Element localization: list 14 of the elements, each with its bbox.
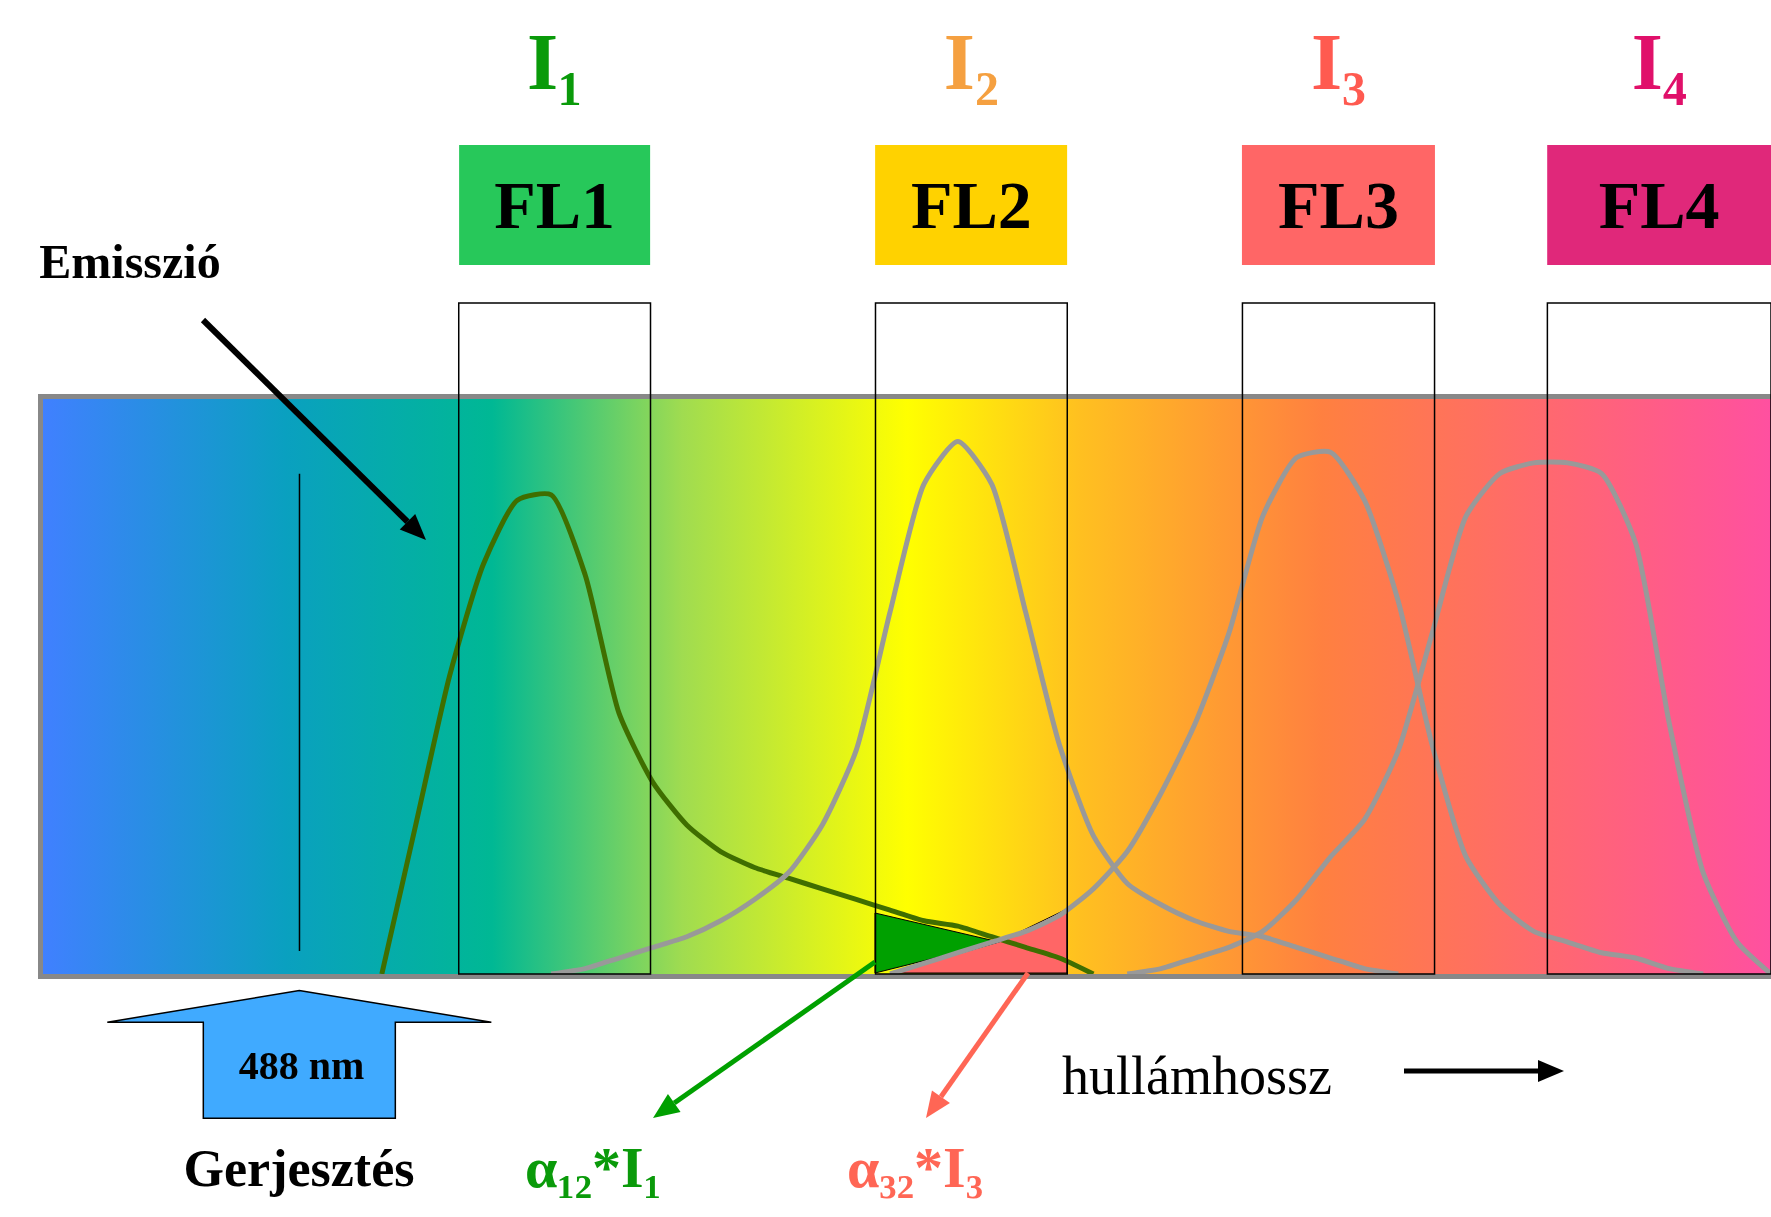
text: Emisszió	[39, 235, 221, 288]
text: 488 nm	[238, 1043, 365, 1088]
text: α₁₂*I₁	[524, 1135, 662, 1200]
text: I₄	[1631, 18, 1687, 106]
text: Gerjesztés	[183, 1140, 415, 1197]
text: FL4	[1547, 145, 1771, 265]
text: I₁	[527, 18, 583, 106]
text: α₃₂*I₃	[846, 1135, 984, 1200]
text: hullámhossz	[1062, 1046, 1332, 1106]
text: FL3	[1242, 145, 1435, 265]
text: FL2	[875, 145, 1068, 265]
text: I₂	[943, 18, 999, 106]
text: FL1	[458, 145, 651, 265]
text: I₃	[1310, 18, 1367, 106]
